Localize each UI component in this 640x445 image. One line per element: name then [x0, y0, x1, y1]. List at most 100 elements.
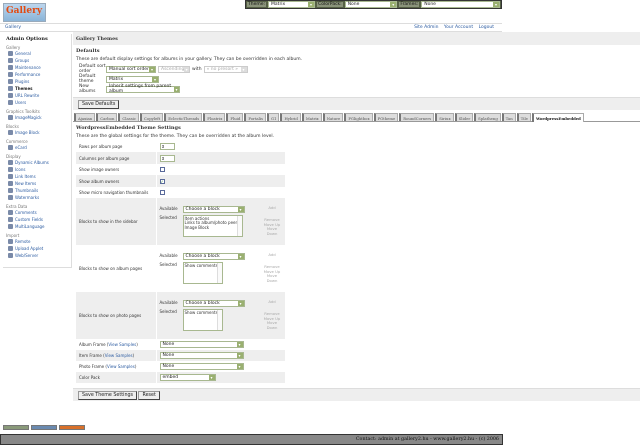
colorpack-select[interactable]: None ▾	[344, 1, 398, 8]
list-item[interactable]: Show comments	[184, 263, 218, 268]
tab-floatrix[interactable]: Floatrix	[203, 113, 226, 121]
sidebar-item-themes[interactable]: Themes	[6, 85, 68, 92]
save-defaults-button[interactable]: Save Defaults	[78, 100, 120, 109]
tab-pgtheme[interactable]: PGtheme	[373, 113, 399, 121]
sort-direction-select[interactable]: Ascending ▾	[158, 65, 190, 73]
sidebar-item-url-rewrite[interactable]: URL Rewrite	[6, 92, 68, 99]
view-samples-link[interactable]: View Samples	[107, 364, 135, 369]
available-blocks-select[interactable]: Choose a block ▾	[182, 300, 245, 307]
sidebar-item-users[interactable]: Users	[6, 99, 68, 106]
sidebar-item-icons[interactable]: Icons	[6, 166, 68, 173]
move-down-button[interactable]: Move Down	[266, 226, 278, 236]
item-frame-select[interactable]: None ▾	[159, 352, 244, 359]
sidebar-item-upload-applet[interactable]: Upload Applet	[6, 245, 68, 252]
tab-fortalis[interactable]: Fortalis	[244, 113, 267, 121]
save-theme-settings-button[interactable]: Save Theme Settings	[78, 391, 138, 400]
reset-button[interactable]: Reset	[138, 391, 160, 400]
sidebar-item-maintenance[interactable]: Maintenance	[6, 64, 68, 71]
sort-order-select[interactable]: Manual sort order ▾	[106, 65, 156, 73]
add-block-button[interactable]: Add	[268, 205, 276, 210]
album-frame-select[interactable]: None ▾	[159, 341, 244, 348]
sidebar-item-new-items[interactable]: New Items	[6, 180, 68, 187]
move-up-button[interactable]: Move Up	[263, 221, 281, 227]
sidebar-item-ecard[interactable]: eCard	[6, 144, 68, 151]
sidebar-item-comments[interactable]: Comments	[6, 209, 68, 216]
badge-icon[interactable]	[59, 425, 85, 430]
sidebar-item-groups[interactable]: Groups	[6, 57, 68, 64]
remove-block-button[interactable]: Remove	[264, 311, 280, 316]
sidebar-item-plugins[interactable]: Plugins	[6, 78, 68, 85]
tab-carbon[interactable]: Carbon	[96, 113, 118, 121]
sidebar-item-dynamic-albums[interactable]: Dynamic Albums	[6, 159, 68, 166]
tab-fluid[interactable]: Fluid	[226, 113, 244, 121]
add-block-button[interactable]: Add	[268, 299, 276, 304]
sidebar-item-general[interactable]: General	[6, 50, 68, 57]
columns-per-page-input[interactable]	[159, 154, 175, 162]
photo-frame-select[interactable]: None ▾	[159, 363, 244, 370]
sidebar-item-thumbnails[interactable]: Thumbnails	[6, 187, 68, 194]
view-samples-link[interactable]: View Samples	[108, 342, 137, 347]
show-image-owners-checkbox[interactable]	[159, 167, 165, 172]
sidebar-item-image-block[interactable]: Image Block	[6, 129, 68, 136]
available-blocks-select[interactable]: Choose a block ▾	[182, 253, 245, 260]
sidebar-item-remote[interactable]: Remote	[6, 238, 68, 245]
list-item[interactable]: Links to album/photo peers	[184, 220, 240, 226]
selected-blocks-list[interactable]: Show comments	[182, 309, 223, 331]
tab-tan[interactable]: Tan	[501, 113, 516, 121]
selected-blocks-list[interactable]: Show comments	[182, 262, 223, 284]
add-block-button[interactable]: Add	[268, 252, 276, 257]
sidebar-item-link-items[interactable]: Link Items	[6, 173, 68, 180]
rows-per-page-input[interactable]	[159, 142, 175, 150]
move-up-button[interactable]: Move Up	[263, 268, 281, 274]
scrollbar[interactable]	[216, 310, 222, 330]
color-pack-select[interactable]: embed ▾	[159, 374, 216, 381]
tab-matrix[interactable]: Matrix	[301, 113, 322, 121]
tab-wordpressembedded[interactable]: WordpressEmbedded	[531, 113, 584, 122]
tab-nature[interactable]: Nature	[322, 113, 344, 121]
default-theme-select[interactable]: Matrix ▾	[106, 75, 159, 83]
theme-select[interactable]: Matrix ▾	[268, 1, 316, 8]
tab-classic[interactable]: Classic	[118, 113, 140, 121]
gallery-logo[interactable]: Gallery	[3, 3, 46, 22]
logout-link[interactable]: Logout	[478, 25, 494, 30]
available-blocks-select[interactable]: Choose a block ▾	[182, 206, 245, 213]
tab-eclecticthreads[interactable]: EclecticThreads	[164, 113, 203, 121]
sidebar-item-multilanguage[interactable]: MultiLanguage	[6, 223, 68, 230]
badge-icon[interactable]	[3, 425, 29, 430]
tab-ajaxian[interactable]: Ajaxian	[74, 113, 96, 121]
tab-siriux[interactable]: Siriux	[435, 113, 454, 121]
remove-block-button[interactable]: Remove	[264, 264, 280, 269]
new-albums-select[interactable]: Inherit settings from parent album ▾	[106, 84, 180, 94]
sidebar-item-imagemagick[interactable]: ImageMagick	[6, 114, 68, 121]
scrollbar[interactable]	[236, 216, 242, 236]
sidebar-item-web-server[interactable]: Web/Server	[6, 252, 68, 259]
list-item[interactable]: Image Block	[184, 224, 210, 230]
scrollbar[interactable]	[216, 263, 222, 283]
list-item[interactable]: Show comments	[184, 310, 218, 315]
tab-roundcorners[interactable]: RoundCorners	[399, 113, 435, 121]
tab-splatheng[interactable]: Splatheng	[474, 113, 501, 121]
sidebar-item-performance[interactable]: Performance	[6, 71, 68, 78]
move-down-button[interactable]: Move Down	[266, 320, 278, 330]
view-samples-link[interactable]: View Samples	[104, 353, 133, 358]
sidebar-item-watermarks[interactable]: Watermarks	[6, 194, 68, 201]
site-admin-link[interactable]: Site Admin	[414, 25, 439, 30]
badge-icon[interactable]	[31, 425, 57, 430]
tab-g1[interactable]: G1	[267, 113, 280, 121]
tab-slider[interactable]: Slider	[454, 113, 474, 121]
frames-select[interactable]: None ▾	[421, 1, 500, 8]
tab-copyleft[interactable]: Copyleft	[140, 113, 164, 121]
breadcrumb-gallery[interactable]: Gallery	[5, 25, 22, 30]
move-up-button[interactable]: Move Up	[263, 315, 281, 321]
list-item[interactable]: Item actions	[184, 216, 210, 221]
remove-block-button[interactable]: Remove	[264, 217, 280, 222]
your-account-link[interactable]: Your Account	[443, 25, 474, 30]
move-down-button[interactable]: Move Down	[266, 273, 278, 283]
sidebar-item-custom-fields[interactable]: Custom Fields	[6, 216, 68, 223]
tab-tile[interactable]: Tile	[516, 113, 531, 121]
presort-select[interactable]: « no presort » ▾	[203, 65, 248, 73]
selected-blocks-list[interactable]: Item actions Links to album/photo peers Im…	[182, 215, 243, 237]
show-micro-nav-checkbox[interactable]	[159, 190, 165, 195]
show-album-owners-checkbox[interactable]: ✓	[159, 178, 165, 184]
tab-pglightbox[interactable]: PGlightbox	[344, 113, 373, 121]
